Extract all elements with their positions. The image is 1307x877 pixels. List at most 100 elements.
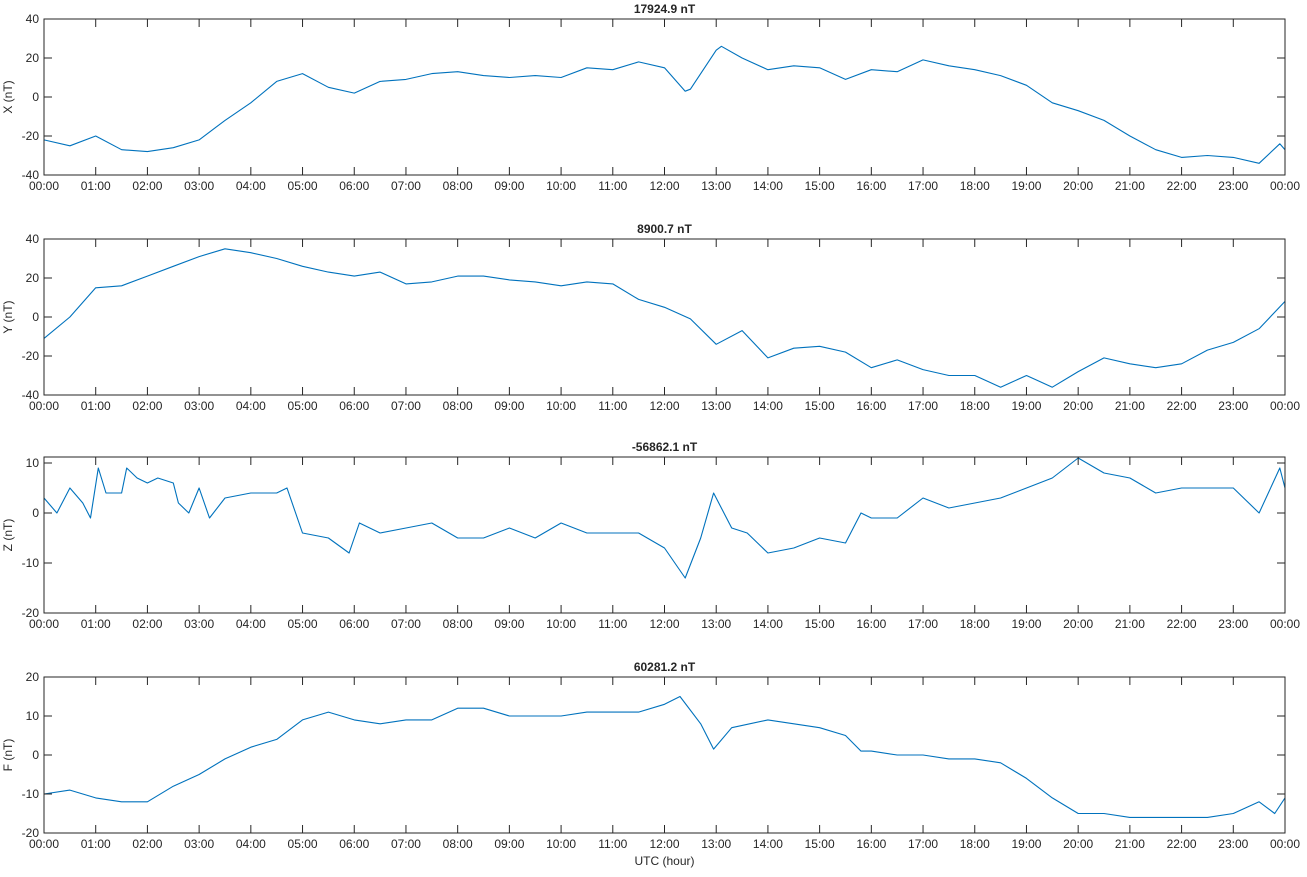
x-tick-label: 13:00 [701, 617, 731, 631]
x-tick-label: 00:00 [29, 837, 59, 851]
x-tick-label: 16:00 [856, 179, 886, 193]
x-tick-label: 07:00 [391, 617, 421, 631]
x-tick-label: 04:00 [236, 837, 266, 851]
x-tick-label: 09:00 [494, 179, 524, 193]
y-tick-label: 0 [32, 748, 39, 762]
x-tick-label: 18:00 [960, 179, 990, 193]
y-axis-label: X (nT) [1, 80, 15, 113]
y-tick-label: -40 [22, 388, 40, 402]
x-tick-label: 23:00 [1218, 179, 1248, 193]
y-tick-label: 20 [26, 271, 40, 285]
y-tick-label: -10 [22, 556, 40, 570]
x-tick-label: 00:00 [1270, 837, 1300, 851]
x-tick-label: 05:00 [288, 617, 318, 631]
x-tick-label: 19:00 [1011, 837, 1041, 851]
x-tick-label: 17:00 [908, 837, 938, 851]
data-line [43, 457, 1286, 579]
y-tick-label: 40 [26, 232, 40, 246]
x-tick-label: 01:00 [81, 837, 111, 851]
axes-box [43, 676, 1286, 834]
axes-box [43, 238, 1286, 396]
x-tick-label: 11:00 [598, 617, 627, 631]
x-tick-label: 03:00 [184, 837, 214, 851]
x-tick-label: 03:00 [184, 179, 214, 193]
x-tick-label: 15:00 [805, 617, 835, 631]
x-tick-label: 14:00 [753, 399, 783, 413]
x-tick-label: 01:00 [81, 617, 111, 631]
x-tick-label: 05:00 [288, 399, 318, 413]
x-tick-label: 11:00 [598, 399, 627, 413]
x-tick-label: 05:00 [288, 179, 318, 193]
x-tick-label: 08:00 [443, 617, 473, 631]
x-tick-label: 03:00 [184, 399, 214, 413]
axes-box [43, 18, 1286, 176]
x-tick-label: 01:00 [81, 399, 111, 413]
x-tick-label: 21:00 [1115, 399, 1145, 413]
subplot-2: 00:00 01:00 02:00 03:00 04:00 05:00 06:00 07:00… [1, 222, 1300, 413]
subplot-1: 00:00 01:00 02:00 03:00 04:00 05:00 06:00 07:00… [1, 2, 1300, 193]
x-tick-label: 11:00 [598, 179, 627, 193]
subplot-3: 00:00 01:00 02:00 03:00 04:00 05:00 06:00 07:00… [1, 440, 1300, 631]
x-tick-label: 00:00 [29, 179, 59, 193]
x-tick-label: 21:00 [1115, 179, 1145, 193]
x-tick-label: 22:00 [1167, 617, 1197, 631]
x-tick-label: 23:00 [1218, 837, 1248, 851]
x-tick-label: 12:00 [649, 617, 679, 631]
x-tick-label: 04:00 [236, 617, 266, 631]
x-tick-label: 17:00 [908, 399, 938, 413]
x-tick-label: 02:00 [132, 399, 162, 413]
x-tick-label: 19:00 [1011, 399, 1041, 413]
x-tick-label: 21:00 [1115, 617, 1145, 631]
x-tick-label: 20:00 [1063, 837, 1093, 851]
x-tick-label: 15:00 [805, 837, 835, 851]
x-tick-label: 15:00 [805, 179, 835, 193]
x-tick-label: 19:00 [1011, 617, 1041, 631]
axes-box [43, 456, 1286, 614]
x-tick-label: 04:00 [236, 179, 266, 193]
x-tick-label: 18:00 [960, 837, 990, 851]
x-tick-label: 23:00 [1218, 399, 1248, 413]
x-tick-label: 08:00 [443, 399, 473, 413]
x-tick-label: 16:00 [856, 617, 886, 631]
y-tick-label: 20 [26, 51, 40, 65]
x-tick-label: 07:00 [391, 399, 421, 413]
subplot-4: 00:00 01:00 02:00 03:00 04:00 05:00 06:00 07:00… [1, 660, 1300, 868]
x-tick-label: 20:00 [1063, 617, 1093, 631]
subplot-title: 8900.7 nT [637, 222, 692, 236]
x-tick-label: 18:00 [960, 399, 990, 413]
y-tick-label: 40 [26, 12, 40, 26]
x-tick-label: 10:00 [546, 617, 576, 631]
x-tick-label: 09:00 [494, 399, 524, 413]
x-tick-label: 13:00 [701, 179, 731, 193]
x-tick-label: 20:00 [1063, 399, 1093, 413]
x-tick-label: 22:00 [1167, 837, 1197, 851]
data-line [43, 695, 1286, 818]
x-tick-label: 00:00 [29, 399, 59, 413]
x-tick-label: 10:00 [546, 399, 576, 413]
x-axis-label: UTC (hour) [634, 854, 694, 868]
x-tick-label: 07:00 [391, 179, 421, 193]
y-tick-label: -20 [22, 349, 40, 363]
x-tick-label: 02:00 [132, 179, 162, 193]
x-tick-label: 12:00 [649, 399, 679, 413]
y-axis-label: Y (nT) [1, 300, 15, 333]
x-tick-label: 10:00 [546, 179, 576, 193]
x-tick-label: 08:00 [443, 179, 473, 193]
x-tick-label: 06:00 [339, 617, 369, 631]
x-tick-label: 03:00 [184, 617, 214, 631]
x-tick-label: 04:00 [236, 399, 266, 413]
x-tick-label: 02:00 [132, 837, 162, 851]
y-tick-label: -20 [22, 606, 40, 620]
y-tick-label: -20 [22, 129, 40, 143]
x-tick-label: 16:00 [856, 399, 886, 413]
x-tick-label: 17:00 [908, 617, 938, 631]
x-tick-label: 06:00 [339, 179, 369, 193]
x-tick-label: 14:00 [753, 179, 783, 193]
x-tick-label: 00:00 [1270, 399, 1300, 413]
subplot-title: 60281.2 nT [634, 660, 696, 674]
x-tick-label: 00:00 [1270, 617, 1300, 631]
subplot-title: 17924.9 nT [634, 2, 696, 16]
x-tick-label: 12:00 [649, 837, 679, 851]
y-tick-label: -20 [22, 826, 40, 840]
x-tick-label: 07:00 [391, 837, 421, 851]
